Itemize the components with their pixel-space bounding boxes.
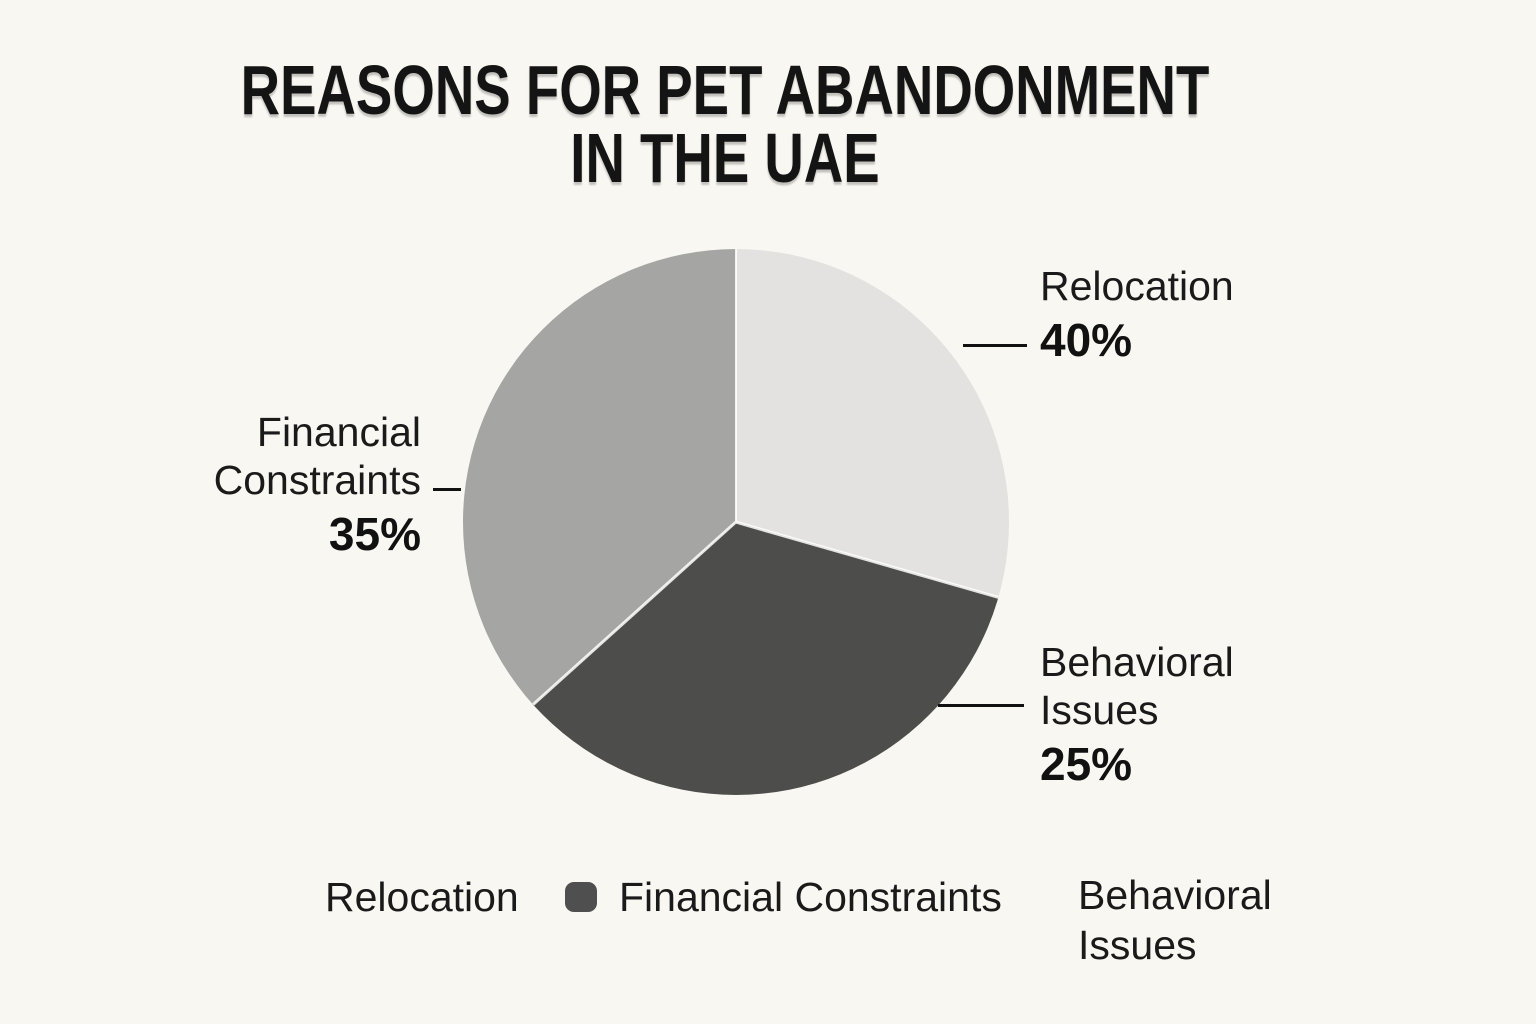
chart-title-line2: IN THE UAE xyxy=(570,119,880,197)
pie-slice-seam xyxy=(532,521,737,706)
callout-financial-label-line2: Constraints xyxy=(213,457,421,503)
legend-label-behavioral-issues: Behavioral Issues xyxy=(1078,872,1272,968)
legend-label-relocation: Relocation xyxy=(325,874,519,920)
pie-circle xyxy=(463,249,1009,795)
pie-chart xyxy=(463,249,1009,795)
pie-slice-seam xyxy=(734,249,738,522)
legend-item-relocation: Relocation xyxy=(325,872,519,922)
leader-line-behavioral-issues xyxy=(938,704,1024,707)
callout-financial-value: 35% xyxy=(328,508,421,560)
callout-behavioral-issues: Behavioral Issues 25% xyxy=(1040,638,1234,790)
leader-line-relocation xyxy=(963,344,1027,347)
callout-financial-label-line1: Financial xyxy=(256,409,421,455)
callout-financial-constraints: Financial Constraints 35% xyxy=(214,408,421,560)
legend-swatch-financial-constraints xyxy=(565,882,597,912)
callout-relocation-label: Relocation xyxy=(1040,263,1234,309)
legend-item-financial-constraints: Financial Constraints xyxy=(565,872,1002,922)
callout-behavioral-value: 25% xyxy=(1040,738,1133,790)
callout-relocation: Relocation 40% xyxy=(1040,262,1234,366)
leader-line-financial-constraints xyxy=(433,488,461,491)
chart-title: REASONS FOR PET ABANDONMENT IN THE UAE xyxy=(160,51,1291,197)
pie-slice-seam xyxy=(735,520,999,599)
chart-title-line1: REASONS FOR PET ABANDONMENT xyxy=(240,51,1210,129)
callout-relocation-value: 40% xyxy=(1040,314,1133,366)
legend-label-financial-constraints: Financial Constraints xyxy=(619,874,1002,920)
legend-item-behavioral-issues: Behavioral Issues xyxy=(1078,870,1298,970)
callout-behavioral-label-line2: Issues xyxy=(1040,687,1159,733)
callout-behavioral-label-line1: Behavioral xyxy=(1040,639,1234,685)
